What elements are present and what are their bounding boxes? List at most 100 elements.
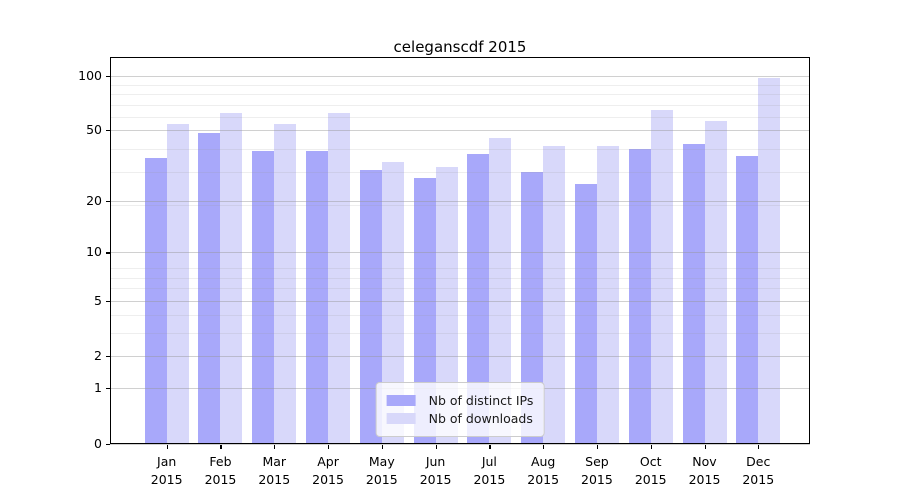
y-tick-label: 5	[94, 292, 102, 308]
bar-downloads	[328, 113, 351, 444]
bar-downloads	[381, 162, 404, 444]
y-tick-mark	[105, 443, 110, 445]
bar-distinct-ips	[467, 153, 490, 444]
bar-distinct-ips	[413, 177, 436, 444]
y-tick-label: 1	[94, 380, 102, 396]
x-tick-year: 2015	[473, 471, 506, 487]
y-tick-mark	[105, 300, 110, 302]
minor-gridline	[110, 94, 810, 96]
x-tick-year: 2015	[312, 471, 344, 487]
bar-distinct-ips	[521, 172, 544, 444]
x-tick-label: Apr 2015	[296, 453, 360, 489]
x-tick-label: Dec 2015	[726, 453, 790, 489]
bar-distinct-ips	[736, 155, 759, 444]
x-tick-label: Sep 2015	[565, 453, 629, 489]
chart-title: celeganscdf 2015	[393, 38, 527, 56]
bar-downloads	[166, 124, 189, 444]
bar-distinct-ips	[252, 151, 275, 444]
x-tick-label: Mar 2015	[242, 453, 306, 489]
x-tick-year: 2015	[204, 471, 237, 487]
legend-swatch-distinct-ips	[386, 394, 416, 406]
x-tick-mark	[596, 444, 599, 449]
minor-gridline	[110, 104, 810, 106]
x-tick-label: Jul 2015	[457, 453, 521, 489]
x-tick-month: Dec	[746, 453, 771, 469]
x-tick-label: Nov 2015	[673, 453, 737, 489]
x-tick-month: Mar	[262, 453, 287, 469]
bar-downloads	[596, 145, 619, 444]
y-tick-mark	[105, 252, 110, 254]
legend-item-distinct-ips: Nb of distinct IPs	[386, 392, 534, 408]
y-tick-mark	[105, 75, 110, 77]
x-tick-month: Nov	[692, 453, 717, 469]
x-tick-month: Aug	[530, 453, 556, 469]
y-tick-label: 20	[86, 192, 102, 208]
x-tick-mark	[543, 444, 545, 449]
legend-label-distinct-ips: Nb of distinct IPs	[428, 392, 534, 408]
legend: Nb of distinct IPs Nb of downloads	[375, 381, 545, 437]
x-tick-year: 2015	[634, 471, 667, 487]
x-tick-label: Jun 2015	[404, 453, 468, 489]
x-tick-month: Apr	[317, 453, 339, 469]
x-tick-mark	[650, 444, 652, 449]
bar-downloads	[704, 121, 727, 444]
x-tick-mark	[758, 444, 760, 449]
x-tick-mark	[328, 444, 330, 449]
x-tick-month: Jun	[425, 453, 446, 469]
bar-distinct-ips	[144, 157, 167, 444]
x-tick-month: Oct	[639, 453, 662, 469]
bar-downloads	[489, 138, 512, 444]
bar-distinct-ips	[628, 149, 651, 444]
y-tick-mark	[105, 355, 110, 358]
bar-downloads	[220, 113, 243, 444]
y-tick-mark	[105, 130, 110, 132]
bar-distinct-ips	[359, 169, 382, 444]
y-tick-label: 50	[86, 122, 102, 138]
plot-area: Nb of distinct IPs Nb of downloads	[110, 57, 810, 445]
x-tick-mark	[704, 444, 706, 449]
x-tick-year: 2015	[527, 471, 560, 487]
y-tick-mark	[105, 388, 110, 390]
x-tick-mark	[489, 444, 491, 449]
y-tick-label: 10	[86, 244, 102, 260]
x-tick-year: 2015	[365, 471, 398, 487]
bar-distinct-ips	[198, 133, 221, 444]
y-tick-label: 2	[94, 347, 102, 363]
x-tick-mark	[381, 444, 383, 449]
y-tick-label: 100	[78, 67, 102, 83]
legend-swatch-downloads	[386, 412, 416, 424]
x-tick-mark	[274, 444, 276, 449]
x-tick-month: Sep	[585, 453, 609, 469]
major-gridline	[110, 75, 810, 77]
legend-item-downloads: Nb of downloads	[386, 410, 534, 426]
x-tick-year: 2015	[150, 471, 183, 487]
minor-gridline	[110, 117, 810, 119]
x-tick-year: 2015	[742, 471, 775, 487]
x-tick-year: 2015	[688, 471, 721, 487]
x-tick-label: May 2015	[350, 453, 414, 489]
y-tick-mark	[105, 200, 110, 202]
x-tick-month: Feb	[209, 453, 232, 469]
bar-distinct-ips	[574, 183, 597, 444]
x-tick-year: 2015	[258, 471, 291, 487]
bar-downloads	[650, 109, 673, 444]
legend-label-downloads: Nb of downloads	[428, 410, 533, 426]
x-tick-label: Feb 2015	[188, 453, 252, 489]
bar-distinct-ips	[682, 143, 705, 444]
x-tick-month: May	[368, 453, 395, 469]
bar-downloads	[435, 167, 458, 444]
y-tick-label: 0	[94, 435, 102, 451]
x-tick-mark	[435, 444, 437, 449]
bar-downloads	[543, 145, 566, 444]
bar-downloads	[758, 78, 781, 444]
bar-downloads	[274, 124, 297, 444]
x-tick-label: Jan 2015	[135, 453, 199, 489]
x-tick-month: Jan	[157, 453, 177, 469]
minor-gridline	[110, 84, 810, 86]
bar-distinct-ips	[306, 151, 329, 444]
x-tick-month: Jul	[481, 453, 497, 469]
x-tick-mark	[220, 444, 222, 449]
x-tick-year: 2015	[419, 471, 452, 487]
x-tick-year: 2015	[581, 471, 613, 487]
